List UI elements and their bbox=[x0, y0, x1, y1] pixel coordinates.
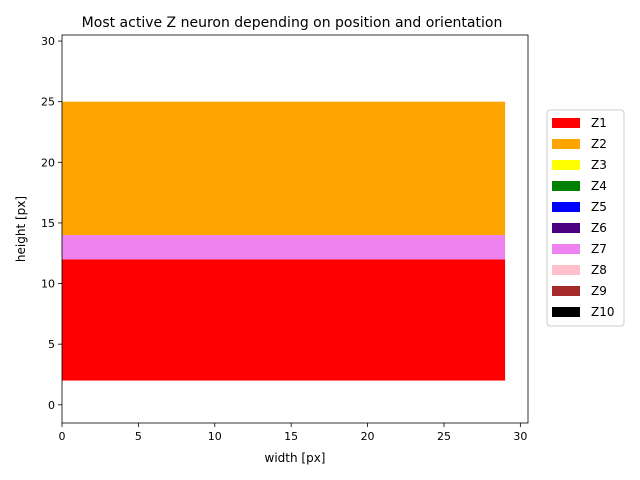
legend-label-z1: Z1 bbox=[591, 116, 607, 130]
x-tick-label: 15 bbox=[284, 430, 298, 443]
legend-swatch-z5 bbox=[552, 202, 580, 212]
y-tick-label: 0 bbox=[48, 399, 55, 412]
x-tick-label: 0 bbox=[59, 430, 66, 443]
legend-swatch-z7 bbox=[552, 244, 580, 254]
x-tick-label: 25 bbox=[437, 430, 451, 443]
legend-label-z3: Z3 bbox=[591, 158, 607, 172]
legend-label-z10: Z10 bbox=[591, 305, 615, 319]
y-tick-label: 15 bbox=[41, 217, 55, 230]
legend-label-z8: Z8 bbox=[591, 263, 607, 277]
legend-swatch-z1 bbox=[552, 118, 580, 128]
legend-swatch-z3 bbox=[552, 160, 580, 170]
x-tick-label: 10 bbox=[208, 430, 222, 443]
region-z2 bbox=[62, 101, 506, 236]
x-axis: 0 5 10 15 20 25 30 bbox=[59, 423, 527, 443]
legend-label-z2: Z2 bbox=[591, 137, 607, 151]
plot-frame bbox=[61, 34, 529, 424]
legend-swatch-z6 bbox=[552, 223, 580, 233]
y-tick-label: 25 bbox=[41, 96, 55, 109]
x-axis-label: width [px] bbox=[265, 451, 326, 465]
legend-swatch-z2 bbox=[552, 139, 580, 149]
y-tick-label: 20 bbox=[41, 156, 55, 169]
x-tick-label: 5 bbox=[135, 430, 142, 443]
legend-label-z6: Z6 bbox=[591, 221, 607, 235]
chart-title: Most active Z neuron depending on positi… bbox=[82, 15, 503, 31]
x-tick-label: 30 bbox=[513, 430, 527, 443]
legend-label-z7: Z7 bbox=[591, 242, 607, 256]
region-z7 bbox=[62, 235, 506, 260]
legend-swatch-z8 bbox=[552, 265, 580, 275]
legend-label-z9: Z9 bbox=[591, 284, 607, 298]
y-tick-label: 10 bbox=[41, 278, 55, 291]
regions-layer bbox=[62, 101, 506, 381]
y-tick-label: 30 bbox=[41, 35, 55, 48]
y-axis: 0 5 10 15 20 25 30 bbox=[41, 35, 62, 412]
legend-swatch-z4 bbox=[552, 181, 580, 191]
legend-label-z5: Z5 bbox=[591, 200, 607, 214]
legend-swatch-z10 bbox=[552, 307, 580, 317]
region-z1 bbox=[62, 259, 506, 381]
legend-label-z4: Z4 bbox=[591, 179, 607, 193]
y-axis-label: height [px] bbox=[14, 196, 28, 262]
x-tick-label: 20 bbox=[361, 430, 375, 443]
legend: Z1 Z2 Z3 Z4 Z5 Z6 Z7 Z8 Z9 Z10 bbox=[546, 109, 625, 327]
legend-swatch-z9 bbox=[552, 286, 580, 296]
y-tick-label: 5 bbox=[48, 338, 55, 351]
